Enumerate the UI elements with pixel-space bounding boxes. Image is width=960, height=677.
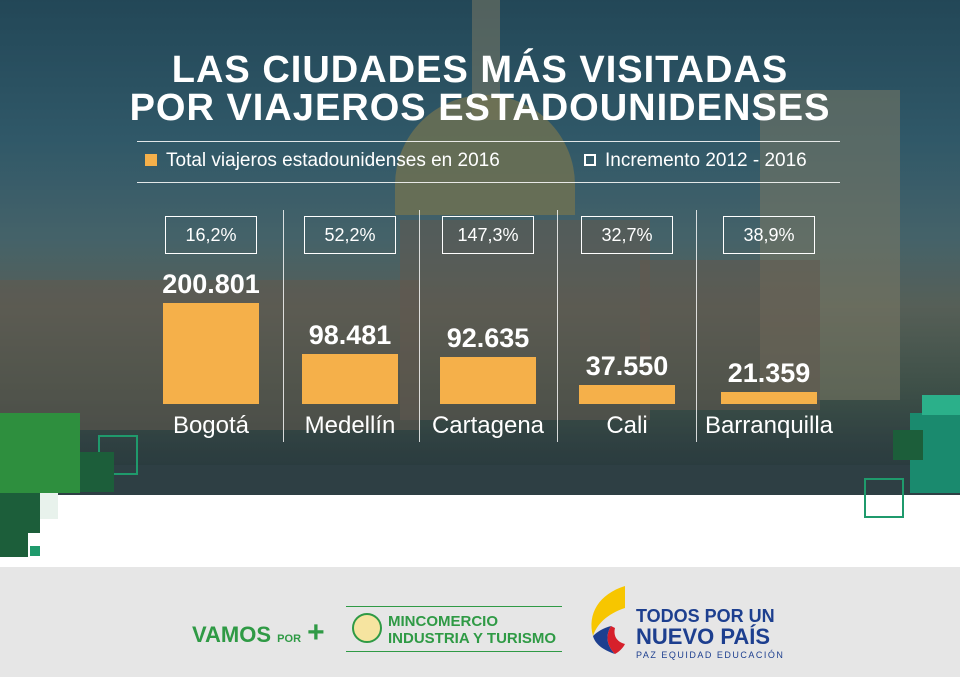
vamos-por-text: POR bbox=[277, 633, 302, 645]
flag-swoosh-icon bbox=[591, 586, 625, 654]
category-label: Barranquilla bbox=[704, 412, 834, 439]
data-label: 98.481 bbox=[308, 320, 392, 350]
deco-square bbox=[922, 395, 960, 415]
increment-label: 32,7% bbox=[581, 216, 673, 254]
vamos-text: VAMOS bbox=[192, 622, 272, 647]
legend-total-label: Total viajeros estadounidenses en 2016 bbox=[166, 150, 500, 171]
mincomercio-line1: MINCOMERCIO bbox=[388, 613, 498, 630]
mincomercio-line2: INDUSTRIA Y TURISMO bbox=[388, 630, 557, 647]
increment-label: 52,2% bbox=[304, 216, 396, 254]
deco-square bbox=[0, 493, 40, 533]
title-rule bbox=[137, 141, 840, 142]
bar bbox=[440, 357, 536, 404]
data-label: 37.550 bbox=[585, 351, 669, 381]
footer-band bbox=[0, 567, 960, 677]
deco-square bbox=[80, 452, 114, 492]
deco-square bbox=[30, 546, 40, 556]
deco-square bbox=[0, 533, 28, 557]
deco-square bbox=[893, 430, 923, 460]
deco-square-outline bbox=[864, 478, 904, 518]
data-label: 200.801 bbox=[162, 269, 260, 299]
category-label: Cali bbox=[606, 412, 648, 439]
bar bbox=[302, 354, 398, 404]
increment-label: 147,3% bbox=[442, 216, 534, 254]
deco-square bbox=[40, 493, 58, 519]
category-label: Bogotá bbox=[172, 412, 250, 439]
category-label: Medellín bbox=[304, 412, 396, 439]
increment-label: 16,2% bbox=[165, 216, 257, 254]
legend-increment-swatch bbox=[584, 154, 596, 166]
legend-increment-label: Incremento 2012 - 2016 bbox=[605, 150, 807, 171]
todos-line1: TODOS POR UN bbox=[636, 606, 775, 626]
column-divider bbox=[283, 210, 284, 442]
column-divider bbox=[696, 210, 697, 442]
deco-square bbox=[0, 413, 80, 493]
legend-rule bbox=[137, 182, 840, 183]
todos-line3: PAZ EQUIDAD EDUCACIÓN bbox=[636, 650, 785, 660]
data-label: 92.635 bbox=[446, 323, 530, 353]
todos-line2: NUEVO PAÍS bbox=[636, 624, 771, 649]
increment-label: 38,9% bbox=[723, 216, 815, 254]
category-label: Cartagena bbox=[431, 412, 545, 439]
bar bbox=[579, 385, 675, 404]
data-label: 21.359 bbox=[727, 358, 811, 388]
title-line-1: LAS CIUDADES MÁS VISITADAS bbox=[171, 49, 789, 91]
plus-icon: + bbox=[307, 616, 325, 649]
vamos-logo: VAMOS POR + bbox=[192, 616, 325, 650]
title-line-2: POR VIAJEROS ESTADOUNIDENSES bbox=[129, 87, 831, 129]
column-divider bbox=[557, 210, 558, 442]
bar bbox=[721, 392, 817, 404]
coat-of-arms-icon bbox=[352, 613, 382, 643]
bar bbox=[163, 303, 259, 404]
mincomercio-logo: MINCOMERCIO INDUSTRIA Y TURISMO bbox=[346, 606, 562, 652]
overlay-shade bbox=[0, 0, 960, 495]
column-divider bbox=[419, 210, 420, 442]
water-strip bbox=[0, 465, 960, 495]
legend-total-swatch bbox=[145, 154, 157, 166]
